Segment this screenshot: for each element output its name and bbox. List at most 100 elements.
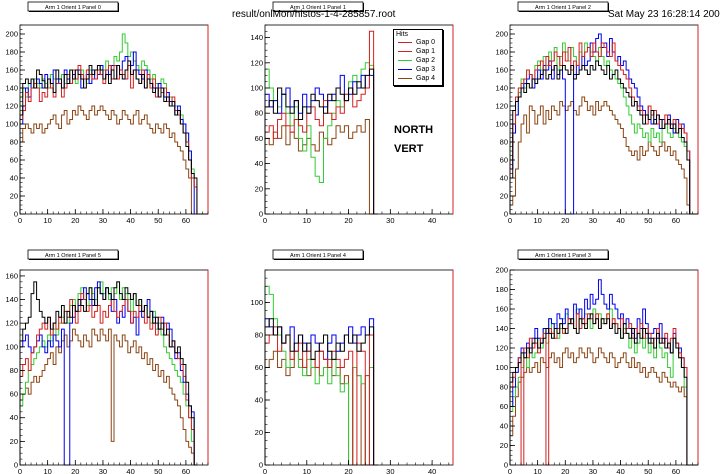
x-tick-label: 0 bbox=[18, 467, 22, 474]
series-gap4 bbox=[264, 119, 378, 215]
legend-item: Gap 0 bbox=[398, 38, 442, 47]
x-tick-label: 0 bbox=[263, 467, 267, 474]
x-tick-label: 40 bbox=[126, 467, 134, 474]
series-black bbox=[509, 313, 698, 466]
series-gap0 bbox=[509, 313, 698, 466]
title-box bbox=[272, 1, 364, 12]
y-tick-label: 180 bbox=[495, 48, 508, 57]
annotation-vert: VERT bbox=[394, 143, 424, 155]
panel-title: Arm 1 Orient 1 Panel 0 bbox=[45, 5, 101, 11]
x-tick-label: 0 bbox=[263, 216, 267, 225]
y-tick-label: 20 bbox=[500, 441, 508, 450]
y-tick-label: 60 bbox=[10, 156, 18, 165]
legend-label: Gap 4 bbox=[416, 75, 436, 82]
legend-label: Gap 1 bbox=[416, 48, 436, 55]
x-tick-label: 10 bbox=[303, 216, 311, 225]
y-tick-label: 160 bbox=[495, 305, 508, 314]
y-tick-label: 140 bbox=[495, 324, 508, 333]
y-tick-label: 20 bbox=[10, 437, 18, 446]
y-tick-label: 200 bbox=[495, 266, 508, 275]
y-tick-label: 80 bbox=[500, 138, 508, 147]
legend-item: Gap 2 bbox=[398, 56, 442, 65]
file-name: result/onlMon/histos-1-4-285857.root bbox=[232, 9, 396, 20]
y-tick-label: 100 bbox=[495, 363, 508, 372]
y-tick-label: 60 bbox=[255, 134, 263, 143]
title-box bbox=[272, 249, 364, 260]
x-tick-label: 40 bbox=[428, 216, 436, 225]
series-gap4 bbox=[264, 350, 378, 466]
legend-item: Gap 1 bbox=[398, 47, 442, 56]
legend-swatch-gap2 bbox=[398, 60, 412, 61]
legend-swatch-gap4 bbox=[398, 78, 412, 79]
x-tick-label: 30 bbox=[386, 216, 394, 225]
x-tick-label: 20 bbox=[71, 216, 79, 225]
y-tick-label: 180 bbox=[5, 48, 18, 57]
x-tick-label: 50 bbox=[644, 216, 652, 225]
plot-frame bbox=[19, 24, 209, 215]
x-tick-label: 0 bbox=[18, 216, 22, 225]
x-tick-label: 10 bbox=[303, 467, 311, 474]
series-gap0 bbox=[19, 293, 197, 466]
y-tick-label: 120 bbox=[5, 319, 18, 328]
title-box bbox=[27, 249, 119, 260]
y-tick-label: 0 bbox=[504, 461, 508, 470]
x-tick-label: 30 bbox=[99, 216, 107, 225]
series-gap0 bbox=[264, 30, 378, 215]
timestamp: Sat May 23 16:28:14 2009 bbox=[608, 9, 720, 20]
panel-title: Arm 1 Orient 1 Panel 4 bbox=[290, 253, 346, 259]
x-tick-label: 60 bbox=[672, 467, 680, 474]
legend-swatch-gap3 bbox=[398, 69, 412, 70]
y-tick-label: 0 bbox=[14, 210, 18, 219]
y-tick-label: 80 bbox=[500, 383, 508, 392]
y-tick-label: 100 bbox=[250, 298, 263, 307]
x-tick-label: 0 bbox=[508, 467, 512, 474]
y-tick-label: 120 bbox=[5, 102, 18, 111]
panel-title: Arm 1 Orient 1 Panel 1 bbox=[290, 5, 346, 11]
y-tick-label: 80 bbox=[10, 366, 18, 375]
y-tick-label: 0 bbox=[259, 461, 263, 470]
y-tick-label: 0 bbox=[259, 210, 263, 219]
chart-panel-5: Arm 1 Orient 1 Panel 3 0 10 20 30 40 50 60 0 20 40… bbox=[495, 249, 699, 474]
x-tick-label: 20 bbox=[561, 216, 569, 225]
y-tick-label: 60 bbox=[10, 390, 18, 399]
annotation-north: NORTH bbox=[394, 124, 434, 136]
x-tick-label: 60 bbox=[672, 216, 680, 225]
y-tick-label: 20 bbox=[255, 184, 263, 193]
y-tick-label: 40 bbox=[255, 396, 263, 405]
panel-title: Arm 1 Orient 1 Panel 2 bbox=[535, 5, 591, 11]
y-tick-label: 0 bbox=[14, 461, 18, 470]
x-tick-label: 40 bbox=[616, 467, 624, 474]
chart-panel-3: Arm 1 Orient 1 Panel 5 0 10 20 30 40 50 60 0 20 40… bbox=[5, 249, 209, 474]
y-tick-label: 20 bbox=[10, 192, 18, 201]
series-gap4 bbox=[509, 347, 698, 466]
x-tick-label: 10 bbox=[43, 467, 51, 474]
x-tick-label: 10 bbox=[43, 216, 51, 225]
y-tick-label: 80 bbox=[255, 331, 263, 340]
x-tick-label: 30 bbox=[386, 467, 394, 474]
y-tick-label: 180 bbox=[495, 285, 508, 294]
y-tick-label: 140 bbox=[250, 33, 263, 42]
x-tick-label: 50 bbox=[154, 216, 162, 225]
x-tick-label: 0 bbox=[508, 216, 512, 225]
series-black bbox=[264, 318, 378, 466]
x-tick-label: 50 bbox=[644, 467, 652, 474]
legend-label: Gap 0 bbox=[416, 39, 436, 46]
legend-swatch-gap1 bbox=[398, 51, 412, 52]
series-black bbox=[19, 60, 208, 215]
x-tick-label: 30 bbox=[589, 467, 597, 474]
legend-label: Gap 2 bbox=[416, 57, 436, 64]
x-tick-label: 40 bbox=[616, 216, 624, 225]
y-tick-label: 80 bbox=[255, 109, 263, 118]
y-tick-label: 20 bbox=[500, 192, 508, 201]
x-tick-label: 10 bbox=[533, 467, 541, 474]
chart-panel-1: Arm 1 Orient 1 Panel 1 0 10 20 30 40 0 20 40 60 80… bbox=[250, 1, 454, 225]
series-black bbox=[264, 68, 378, 215]
panel-title: Arm 1 Orient 1 Panel 3 bbox=[535, 253, 591, 259]
x-tick-label: 30 bbox=[99, 467, 107, 474]
chart-panel-2: Arm 1 Orient 1 Panel 2 0 10 20 30 40 50 60 0 20 40… bbox=[495, 1, 699, 225]
y-tick-label: 40 bbox=[255, 159, 263, 168]
x-tick-label: 60 bbox=[182, 467, 190, 474]
x-tick-label: 20 bbox=[561, 467, 569, 474]
series-gap4 bbox=[19, 105, 208, 215]
